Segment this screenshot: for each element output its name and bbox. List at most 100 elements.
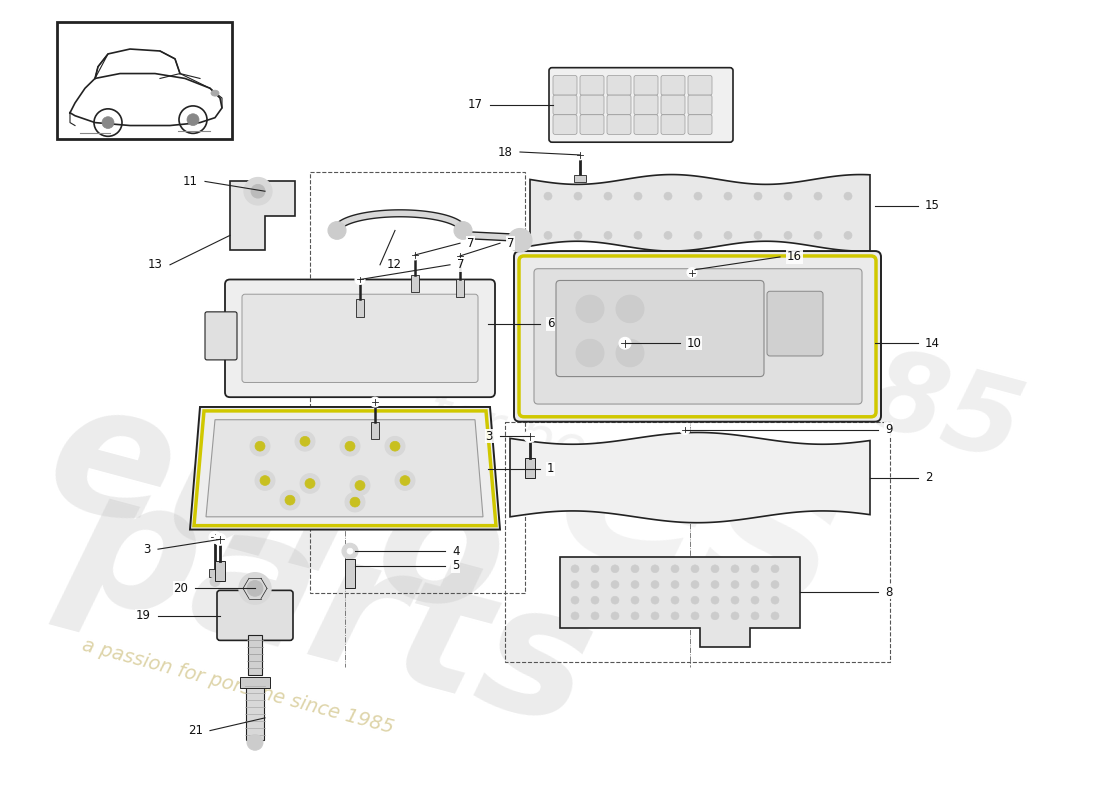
Circle shape <box>255 470 275 490</box>
Circle shape <box>300 437 310 446</box>
Circle shape <box>610 612 619 620</box>
Circle shape <box>651 612 659 620</box>
FancyBboxPatch shape <box>607 95 631 114</box>
Circle shape <box>591 596 600 604</box>
FancyBboxPatch shape <box>549 68 733 142</box>
Text: 20: 20 <box>173 582 188 595</box>
Circle shape <box>671 612 679 620</box>
Circle shape <box>239 573 271 604</box>
Text: 7: 7 <box>468 237 474 250</box>
Text: 18: 18 <box>498 146 513 158</box>
Circle shape <box>250 437 270 456</box>
Circle shape <box>688 268 697 278</box>
Circle shape <box>591 565 600 573</box>
Circle shape <box>400 476 410 486</box>
Circle shape <box>260 476 270 486</box>
Circle shape <box>732 565 739 573</box>
Bar <box>248 635 262 674</box>
Text: 1985: 1985 <box>706 301 1033 484</box>
Polygon shape <box>510 433 870 522</box>
Circle shape <box>610 565 619 573</box>
Circle shape <box>631 565 639 573</box>
Circle shape <box>385 437 405 456</box>
Circle shape <box>576 339 604 366</box>
Circle shape <box>350 498 360 507</box>
FancyBboxPatch shape <box>661 75 685 95</box>
FancyBboxPatch shape <box>767 291 823 356</box>
Circle shape <box>355 274 365 284</box>
FancyBboxPatch shape <box>607 75 631 95</box>
Circle shape <box>591 612 600 620</box>
Circle shape <box>574 231 582 239</box>
Circle shape <box>844 192 852 200</box>
FancyBboxPatch shape <box>514 251 881 422</box>
Circle shape <box>244 178 272 205</box>
Text: 14: 14 <box>925 337 940 350</box>
Circle shape <box>395 470 415 490</box>
Circle shape <box>571 612 579 620</box>
Circle shape <box>616 339 644 366</box>
FancyBboxPatch shape <box>553 95 578 114</box>
Circle shape <box>342 543 358 559</box>
FancyBboxPatch shape <box>634 75 658 95</box>
Bar <box>214 561 225 581</box>
Circle shape <box>751 596 759 604</box>
Polygon shape <box>190 407 500 530</box>
Text: 11: 11 <box>183 175 198 188</box>
Circle shape <box>571 596 579 604</box>
Circle shape <box>300 474 320 494</box>
Circle shape <box>732 612 739 620</box>
Circle shape <box>255 442 265 451</box>
Circle shape <box>295 431 315 451</box>
Text: 12: 12 <box>387 258 402 271</box>
Bar <box>356 299 364 317</box>
Circle shape <box>634 192 642 200</box>
Bar <box>310 172 525 594</box>
Circle shape <box>724 231 732 239</box>
Circle shape <box>610 581 619 589</box>
FancyBboxPatch shape <box>634 114 658 134</box>
Circle shape <box>251 184 265 198</box>
FancyBboxPatch shape <box>217 590 293 640</box>
Bar <box>411 274 419 292</box>
Circle shape <box>576 295 604 322</box>
Circle shape <box>694 192 702 200</box>
Circle shape <box>350 476 370 495</box>
Text: 8: 8 <box>886 586 892 599</box>
FancyBboxPatch shape <box>634 95 658 114</box>
Circle shape <box>214 534 225 546</box>
Bar <box>345 559 355 589</box>
Circle shape <box>280 490 300 510</box>
Circle shape <box>651 581 659 589</box>
Text: 7: 7 <box>456 258 464 271</box>
Circle shape <box>305 478 315 488</box>
Circle shape <box>370 397 379 407</box>
Text: 7: 7 <box>507 237 515 250</box>
Circle shape <box>664 231 672 239</box>
Circle shape <box>345 492 365 512</box>
Bar <box>246 682 264 741</box>
FancyBboxPatch shape <box>688 95 712 114</box>
Text: 5: 5 <box>452 559 460 572</box>
Circle shape <box>102 117 114 129</box>
Circle shape <box>571 565 579 573</box>
Circle shape <box>209 531 221 543</box>
Circle shape <box>544 192 552 200</box>
Circle shape <box>610 596 619 604</box>
Text: 13: 13 <box>148 258 163 271</box>
Text: since: since <box>584 317 776 428</box>
Text: 6: 6 <box>547 317 554 330</box>
Circle shape <box>455 251 465 261</box>
Ellipse shape <box>211 90 219 96</box>
Circle shape <box>814 231 822 239</box>
Polygon shape <box>530 174 870 251</box>
FancyBboxPatch shape <box>553 114 578 134</box>
FancyBboxPatch shape <box>580 95 604 114</box>
Polygon shape <box>230 182 295 250</box>
Bar <box>240 677 270 689</box>
Bar <box>456 279 464 297</box>
Circle shape <box>664 192 672 200</box>
FancyBboxPatch shape <box>205 312 236 360</box>
Text: euro: euro <box>30 365 524 655</box>
Circle shape <box>248 581 263 596</box>
